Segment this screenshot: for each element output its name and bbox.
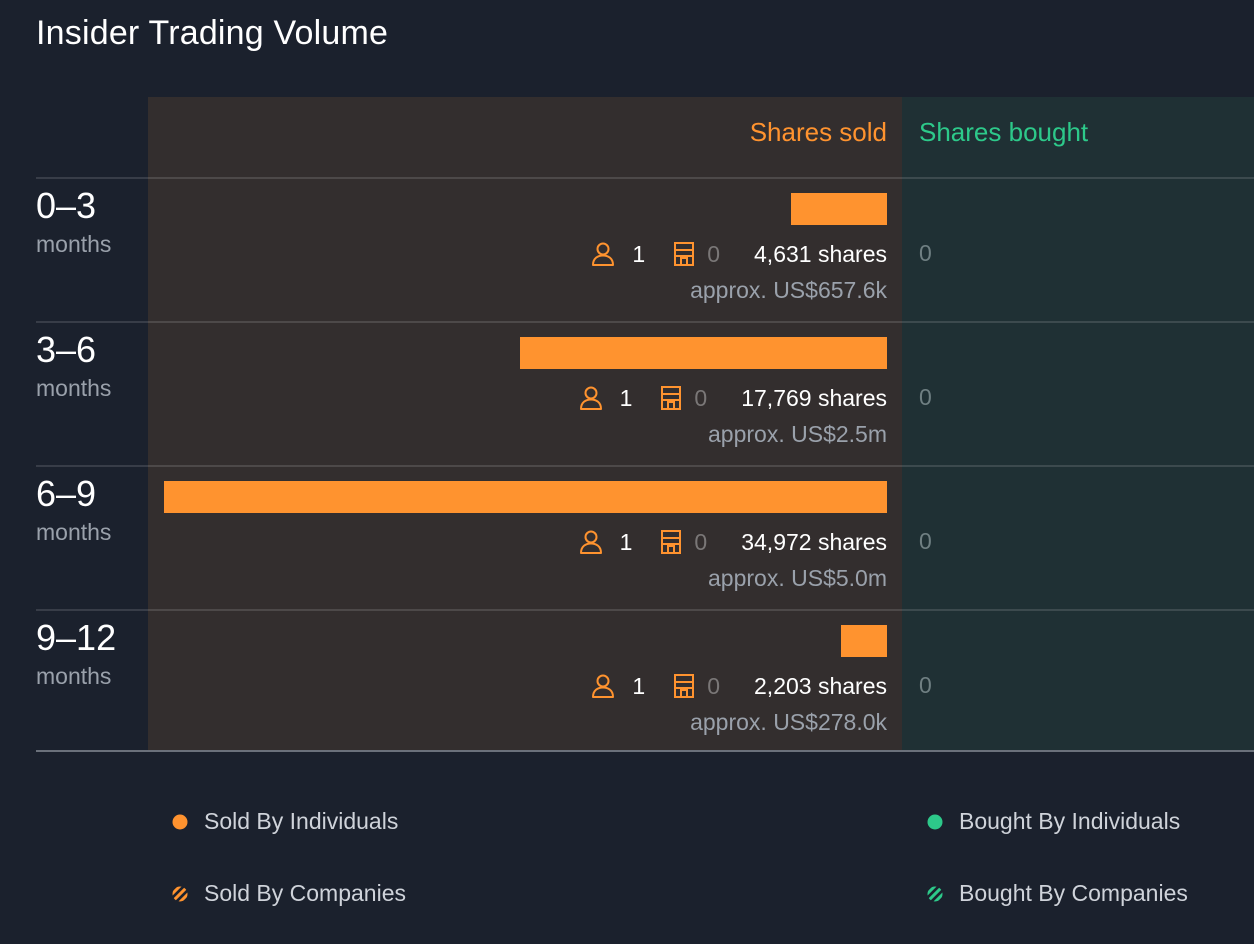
shares-bought-panel	[902, 97, 1254, 751]
shares-sold-value: 17,769 shares	[741, 384, 887, 411]
approx-value: approx. US$2.5m	[708, 421, 887, 447]
shares-sold-value: 34,972 shares	[741, 528, 887, 555]
period-unit: months	[36, 663, 112, 689]
person-icon	[590, 673, 616, 699]
approx-value: approx. US$5.0m	[708, 565, 887, 591]
green-striped-dot-icon	[927, 886, 943, 902]
sold-stats: 1 0 17,769 shares	[578, 383, 887, 413]
green-dot-icon	[927, 814, 943, 830]
period-range: 9–12	[36, 617, 117, 658]
individuals-count: 1	[619, 528, 633, 555]
shares-bought-value: 0	[919, 528, 932, 554]
legend-label: Sold By Companies	[204, 880, 406, 906]
row-divider	[36, 465, 1254, 467]
shares-bought-header: Shares bought	[919, 117, 1089, 147]
sold-stats: 1 0 4,631 shares	[590, 239, 887, 269]
period-range: 3–6	[36, 329, 97, 370]
companies-count: 0	[707, 240, 721, 267]
legend-label: Sold By Individuals	[204, 808, 399, 834]
approx-value: approx. US$657.6k	[690, 277, 887, 303]
period-label: 3–6 months	[36, 330, 111, 402]
chart-title: Insider Trading Volume	[36, 14, 389, 52]
companies-count: 0	[694, 384, 708, 411]
sold-bar[interactable]	[164, 481, 887, 513]
shares-sold-header: Shares sold	[749, 117, 887, 147]
approx-value: approx. US$278.0k	[690, 709, 887, 735]
companies-count: 0	[707, 672, 721, 699]
legend-label: Bought By Individuals	[959, 808, 1181, 834]
chart-baseline	[36, 750, 1254, 752]
sold-stats: 1 0 34,972 shares	[578, 527, 887, 557]
person-icon	[578, 529, 604, 555]
shares-sold-value: 4,631 shares	[754, 240, 887, 267]
building-icon	[660, 529, 682, 555]
row-divider	[36, 609, 1254, 611]
sold-bar[interactable]	[520, 337, 887, 369]
row-divider	[36, 321, 1254, 323]
person-icon	[590, 241, 616, 267]
shares-sold-value: 2,203 shares	[754, 672, 887, 699]
shares-bought-value: 0	[919, 672, 932, 698]
companies-count: 0	[694, 528, 708, 555]
shares-bought-value: 0	[919, 384, 932, 410]
period-label: 9–12 months	[36, 618, 116, 690]
legend-sold-companies: Sold By Companies	[172, 880, 406, 907]
period-label: 0–3 months	[36, 186, 111, 258]
sold-bar[interactable]	[791, 193, 887, 225]
individuals-count: 1	[632, 672, 646, 699]
orange-dot-icon	[172, 814, 188, 830]
period-unit: months	[36, 231, 112, 257]
person-icon	[578, 385, 604, 411]
period-unit: months	[36, 375, 112, 401]
period-unit: months	[36, 519, 112, 545]
sold-bar[interactable]	[841, 625, 887, 657]
legend-label: Bought By Companies	[959, 880, 1188, 906]
building-icon	[660, 385, 682, 411]
row-divider	[36, 177, 1254, 179]
legend-sold-individuals: Sold By Individuals	[172, 808, 398, 835]
orange-striped-dot-icon	[172, 886, 188, 902]
building-icon	[673, 241, 695, 267]
shares-bought-value: 0	[919, 240, 932, 266]
legend-bought-companies: Bought By Companies	[927, 880, 1188, 907]
period-range: 0–3	[36, 185, 97, 226]
individuals-count: 1	[619, 384, 633, 411]
individuals-count: 1	[632, 240, 646, 267]
shares-sold-panel	[148, 97, 902, 751]
legend-bought-individuals: Bought By Individuals	[927, 808, 1180, 835]
period-range: 6–9	[36, 473, 97, 514]
sold-stats: 1 0 2,203 shares	[590, 671, 887, 701]
building-icon	[673, 673, 695, 699]
period-label: 6–9 months	[36, 474, 111, 546]
